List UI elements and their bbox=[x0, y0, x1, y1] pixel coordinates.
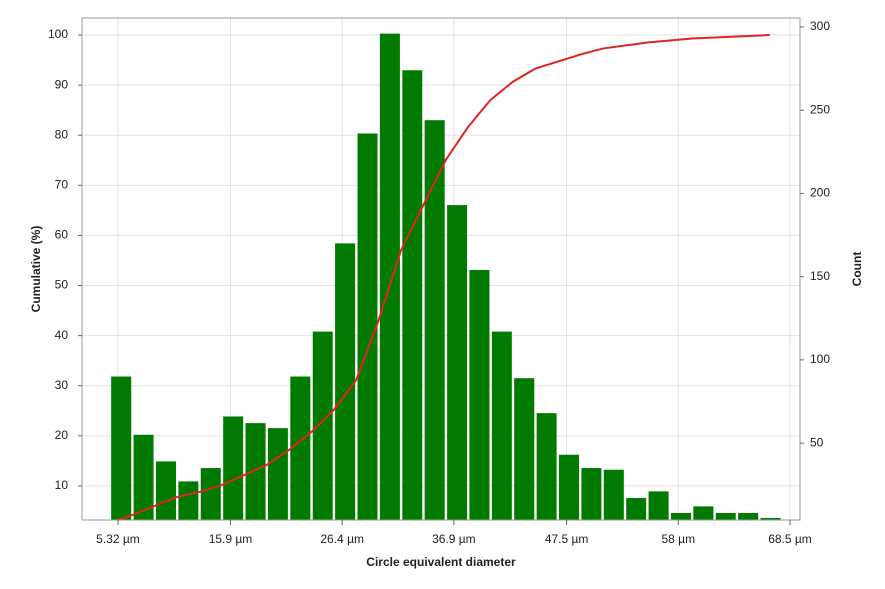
y2-tick-label: 200 bbox=[810, 186, 830, 200]
bar bbox=[671, 513, 691, 520]
y-tick-label: 10 bbox=[55, 478, 69, 492]
bar bbox=[111, 376, 132, 520]
x-tick-label: 15.9 µm bbox=[209, 532, 253, 546]
bar bbox=[648, 491, 669, 520]
marks bbox=[111, 33, 781, 521]
bar bbox=[245, 423, 266, 520]
y-tick-label: 20 bbox=[55, 428, 69, 442]
y2-axis-label: Count bbox=[850, 252, 864, 287]
bar bbox=[290, 376, 311, 520]
y-tick-label: 50 bbox=[55, 278, 69, 292]
y2-tick-label: 50 bbox=[810, 435, 824, 449]
x-axis-label: Circle equivalent diameter bbox=[366, 555, 516, 569]
y2-tick-label: 300 bbox=[810, 19, 830, 33]
y-tick-label: 90 bbox=[55, 77, 69, 91]
bar bbox=[312, 331, 333, 520]
bar bbox=[536, 413, 557, 520]
bar bbox=[155, 461, 177, 520]
y2-tick-label: 100 bbox=[810, 352, 830, 366]
bar bbox=[738, 513, 759, 520]
x-tick-label: 58 µm bbox=[662, 532, 696, 546]
bar bbox=[178, 481, 199, 520]
y2-tick-label: 150 bbox=[810, 269, 830, 283]
bar bbox=[133, 434, 154, 520]
bar bbox=[491, 331, 512, 520]
cumulative-line bbox=[117, 34, 770, 521]
bar bbox=[357, 133, 378, 521]
bar bbox=[603, 469, 624, 520]
bar bbox=[760, 518, 781, 520]
bar bbox=[469, 269, 490, 520]
bar bbox=[693, 506, 714, 520]
bar bbox=[514, 378, 535, 520]
y-tick-label: 40 bbox=[55, 328, 69, 342]
bar bbox=[200, 468, 221, 520]
bar bbox=[379, 33, 400, 521]
y2-tick-label: 250 bbox=[810, 102, 830, 116]
x-tick-label: 5.32 µm bbox=[96, 532, 140, 546]
bar bbox=[335, 243, 356, 520]
bar bbox=[402, 70, 423, 521]
y-tick-label: 30 bbox=[55, 378, 69, 392]
y-tick-label: 60 bbox=[55, 228, 69, 242]
y-tick-label: 80 bbox=[55, 127, 69, 141]
x-tick-label: 68.5 µm bbox=[768, 532, 812, 546]
y-axis-label: Cumulative (%) bbox=[29, 226, 43, 313]
bar bbox=[715, 513, 736, 520]
x-tick-label: 36.9 µm bbox=[432, 532, 476, 546]
bar bbox=[447, 205, 468, 520]
bar bbox=[581, 468, 602, 520]
bar bbox=[558, 454, 580, 520]
y-tick-label: 70 bbox=[55, 178, 69, 192]
x-tick-label: 47.5 µm bbox=[545, 532, 589, 546]
plot-frame bbox=[81, 17, 801, 521]
bar bbox=[424, 120, 445, 521]
bar bbox=[626, 498, 647, 520]
bar bbox=[223, 416, 244, 520]
x-tick-label: 26.4 µm bbox=[320, 532, 364, 546]
bar bbox=[267, 428, 288, 520]
y-tick-label: 100 bbox=[48, 27, 68, 41]
